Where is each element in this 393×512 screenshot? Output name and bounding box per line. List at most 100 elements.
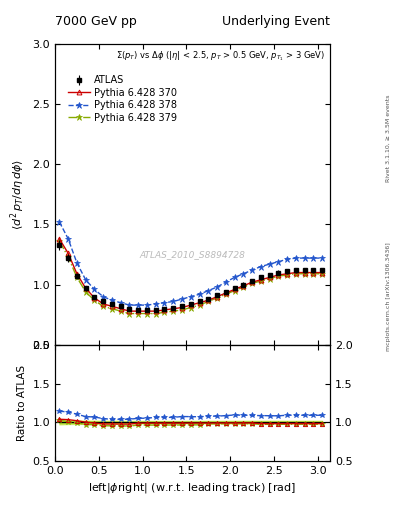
Line: Pythia 6.428 370: Pythia 6.428 370	[57, 237, 325, 313]
Pythia 6.428 370	[250, 279, 254, 285]
Pythia 6.428 379	[145, 310, 149, 316]
Pythia 6.428 370	[206, 297, 211, 303]
Pythia 6.428 379	[101, 303, 106, 309]
Pythia 6.428 378	[101, 293, 106, 300]
Pythia 6.428 378	[259, 264, 263, 270]
Pythia 6.428 370	[241, 283, 246, 289]
Pythia 6.428 370	[197, 300, 202, 306]
Pythia 6.428 378	[110, 297, 114, 303]
Pythia 6.428 378	[66, 236, 70, 242]
Pythia 6.428 370	[311, 269, 316, 275]
Pythia 6.428 379	[136, 310, 141, 316]
Pythia 6.428 378	[285, 256, 289, 262]
Pythia 6.428 378	[250, 267, 254, 273]
Pythia 6.428 378	[320, 255, 325, 261]
Pythia 6.428 378	[127, 302, 132, 308]
Pythia 6.428 378	[171, 298, 176, 305]
Pythia 6.428 370	[83, 285, 88, 291]
Pythia 6.428 378	[241, 271, 246, 277]
Pythia 6.428 370	[66, 250, 70, 257]
Pythia 6.428 370	[294, 269, 298, 275]
Pythia 6.428 378	[162, 300, 167, 306]
Pythia 6.428 370	[162, 307, 167, 313]
Pythia 6.428 378	[267, 261, 272, 267]
Pythia 6.428 378	[215, 284, 219, 290]
Pythia 6.428 370	[215, 293, 219, 300]
Pythia 6.428 379	[267, 275, 272, 282]
Pythia 6.428 379	[259, 278, 263, 284]
Pythia 6.428 370	[180, 305, 184, 311]
Pythia 6.428 379	[92, 297, 97, 303]
Pythia 6.428 378	[180, 296, 184, 302]
Text: Rivet 3.1.10, ≥ 3.5M events: Rivet 3.1.10, ≥ 3.5M events	[386, 95, 391, 182]
Pythia 6.428 370	[188, 302, 193, 308]
Pythia 6.428 378	[75, 260, 79, 266]
Text: ATLAS_2010_S8894728: ATLAS_2010_S8894728	[140, 250, 246, 259]
Pythia 6.428 378	[57, 219, 62, 225]
Pythia 6.428 379	[162, 309, 167, 315]
Pythia 6.428 379	[215, 295, 219, 301]
Pythia 6.428 378	[302, 255, 307, 261]
Pythia 6.428 370	[232, 286, 237, 292]
Pythia 6.428 370	[171, 306, 176, 312]
Pythia 6.428 379	[311, 271, 316, 277]
Pythia 6.428 370	[302, 269, 307, 275]
Legend: ATLAS, Pythia 6.428 370, Pythia 6.428 378, Pythia 6.428 379: ATLAS, Pythia 6.428 370, Pythia 6.428 37…	[65, 73, 180, 125]
Line: Pythia 6.428 379: Pythia 6.428 379	[56, 238, 325, 316]
Pythia 6.428 378	[276, 259, 281, 265]
Pythia 6.428 370	[110, 303, 114, 309]
Pythia 6.428 379	[188, 305, 193, 311]
Pythia 6.428 370	[118, 306, 123, 312]
Y-axis label: Ratio to ATLAS: Ratio to ATLAS	[17, 365, 27, 441]
Pythia 6.428 379	[320, 271, 325, 277]
Pythia 6.428 379	[57, 238, 62, 244]
Pythia 6.428 370	[127, 308, 132, 314]
Pythia 6.428 379	[110, 306, 114, 312]
Pythia 6.428 378	[223, 279, 228, 285]
Text: 7000 GeV pp: 7000 GeV pp	[55, 15, 137, 28]
Pythia 6.428 379	[66, 254, 70, 260]
Pythia 6.428 378	[294, 255, 298, 261]
Text: Underlying Event: Underlying Event	[222, 15, 330, 28]
Pythia 6.428 379	[232, 288, 237, 294]
Pythia 6.428 378	[153, 301, 158, 307]
Pythia 6.428 379	[118, 308, 123, 314]
Pythia 6.428 370	[223, 290, 228, 296]
Pythia 6.428 378	[232, 274, 237, 281]
Pythia 6.428 370	[136, 308, 141, 314]
Pythia 6.428 378	[197, 291, 202, 297]
Pythia 6.428 370	[92, 295, 97, 301]
Pythia 6.428 370	[259, 276, 263, 283]
Pythia 6.428 379	[206, 298, 211, 305]
Pythia 6.428 379	[180, 307, 184, 313]
Text: $\Sigma(p_T)$ vs $\Delta\phi$ ($|\eta|$ < 2.5, $p_T$ > 0.5 GeV, $p_{T_1}$ > 3 Ge: $\Sigma(p_T)$ vs $\Delta\phi$ ($|\eta|$ …	[116, 50, 325, 63]
Pythia 6.428 378	[92, 286, 97, 292]
Pythia 6.428 370	[276, 272, 281, 278]
Pythia 6.428 370	[285, 271, 289, 277]
Pythia 6.428 370	[153, 308, 158, 314]
Text: mcplots.cern.ch [arXiv:1306.3436]: mcplots.cern.ch [arXiv:1306.3436]	[386, 243, 391, 351]
Line: Pythia 6.428 378: Pythia 6.428 378	[56, 219, 325, 308]
Pythia 6.428 379	[294, 271, 298, 277]
Y-axis label: $\langle d^2\, p_T/d\eta\,d\phi \rangle$: $\langle d^2\, p_T/d\eta\,d\phi \rangle$	[8, 159, 27, 229]
Pythia 6.428 378	[136, 302, 141, 308]
Pythia 6.428 378	[118, 300, 123, 306]
Pythia 6.428 378	[83, 276, 88, 283]
X-axis label: left|$\phi$right| (w.r.t. leading track) [rad]: left|$\phi$right| (w.r.t. leading track)…	[88, 481, 297, 495]
Pythia 6.428 379	[75, 274, 79, 281]
Pythia 6.428 379	[153, 310, 158, 316]
Pythia 6.428 379	[127, 310, 132, 316]
Pythia 6.428 379	[83, 289, 88, 295]
Pythia 6.428 378	[206, 288, 211, 294]
Pythia 6.428 370	[75, 271, 79, 277]
Pythia 6.428 379	[250, 281, 254, 287]
Pythia 6.428 379	[276, 273, 281, 279]
Pythia 6.428 370	[267, 274, 272, 281]
Pythia 6.428 379	[285, 272, 289, 278]
Pythia 6.428 370	[57, 236, 62, 242]
Pythia 6.428 378	[145, 302, 149, 308]
Pythia 6.428 379	[241, 284, 246, 290]
Pythia 6.428 378	[188, 293, 193, 300]
Pythia 6.428 370	[101, 301, 106, 307]
Pythia 6.428 379	[302, 271, 307, 277]
